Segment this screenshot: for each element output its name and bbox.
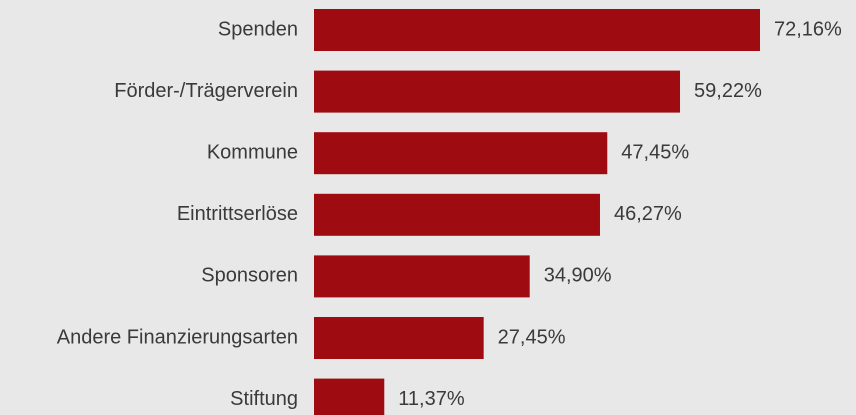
category-label: Spenden	[218, 18, 298, 40]
value-label: 27,45%	[498, 326, 566, 348]
value-label: 47,45%	[621, 141, 689, 163]
value-label: 34,90%	[544, 265, 612, 287]
bar	[314, 317, 484, 359]
value-label: 11,37%	[398, 388, 465, 410]
category-label: Sponsoren	[201, 265, 298, 287]
bar	[314, 378, 385, 415]
bar	[314, 9, 760, 51]
category-label: Andere Finanzierungsarten	[57, 326, 298, 348]
category-label: Stiftung	[230, 388, 298, 410]
category-label: Eintrittserlöse	[177, 203, 298, 225]
bar	[314, 255, 530, 298]
bar	[314, 193, 600, 236]
value-label: 46,27%	[614, 203, 682, 225]
bar	[314, 132, 608, 175]
bar	[314, 70, 681, 113]
value-label: 59,22%	[694, 80, 762, 102]
value-label: 72,16%	[774, 18, 842, 40]
category-label: Kommune	[207, 141, 298, 163]
category-label: Förder-/Trägerverein	[114, 80, 298, 102]
